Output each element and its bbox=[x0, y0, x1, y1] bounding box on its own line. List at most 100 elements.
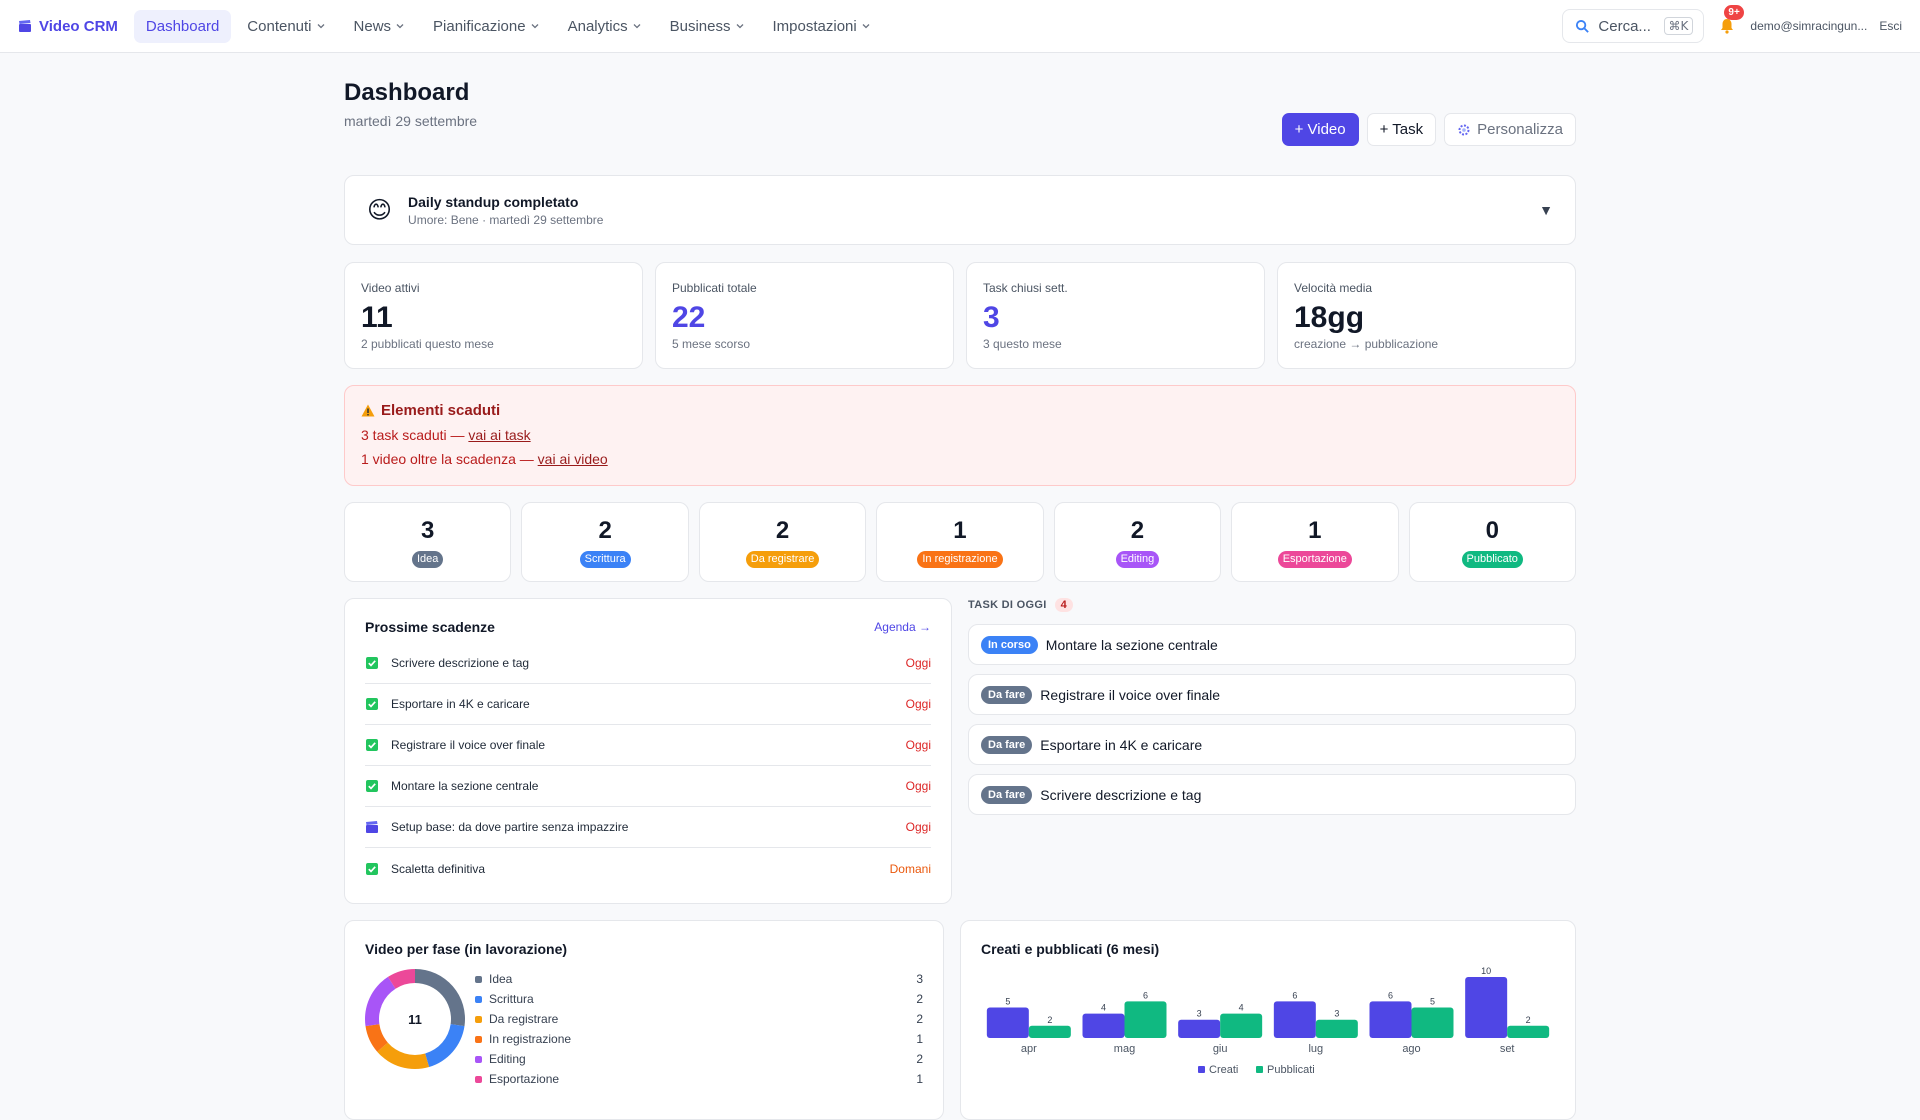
nav-item-pianificazione[interactable]: Pianificazione bbox=[421, 10, 552, 43]
bell-icon bbox=[1721, 19, 1734, 34]
bar-value-label: 6 bbox=[1388, 990, 1393, 1000]
warning-icon bbox=[361, 404, 375, 417]
phase-counter[interactable]: 1 Esportazione bbox=[1231, 502, 1399, 582]
bar-pubblicati bbox=[1124, 1001, 1167, 1038]
bar-pubblicati bbox=[1220, 1013, 1263, 1038]
deadline-due: Oggi bbox=[905, 820, 931, 834]
phase-counter[interactable]: 3 Idea bbox=[344, 502, 512, 582]
chevron-down-icon bbox=[317, 24, 324, 29]
agenda-link[interactable]: Agenda → bbox=[874, 620, 931, 634]
upcoming-deadlines-card: Prossime scadenze Agenda → Scrivere desc… bbox=[344, 598, 952, 904]
today-task-item[interactable]: Da fare Registrare il voice over finale bbox=[968, 674, 1576, 715]
phase-badge: Scrittura bbox=[579, 550, 631, 568]
go-to-videos-link[interactable]: vai ai video bbox=[537, 451, 608, 467]
deadline-item[interactable]: Setup base: da dove partire senza impazz… bbox=[365, 807, 931, 848]
alert-line-videos-text: 1 video oltre la scadenza — bbox=[361, 451, 538, 467]
bar-creati bbox=[1082, 1013, 1125, 1038]
standup-card[interactable]: 😊 Daily standup completato Umore: Bene ·… bbox=[344, 175, 1576, 245]
phase-count: 1 bbox=[1308, 516, 1322, 544]
today-task-item[interactable]: In corso Montare la sezione centrale bbox=[968, 624, 1576, 665]
nav-item-impostazioni[interactable]: Impostazioni bbox=[761, 10, 883, 43]
task-label: Montare la sezione centrale bbox=[1045, 636, 1218, 653]
task-status-badge: In corso bbox=[981, 635, 1038, 654]
legend-row: Idea 3 bbox=[475, 969, 923, 989]
legend-value: 2 bbox=[916, 1012, 923, 1026]
chevron-down-icon bbox=[736, 24, 743, 29]
nav-item-label: Business bbox=[669, 17, 731, 35]
phase-counter[interactable]: 1 In registrazione bbox=[876, 502, 1044, 582]
nav-item-analytics[interactable]: Analytics bbox=[556, 10, 654, 43]
legend-label: Scrittura bbox=[489, 992, 534, 1006]
nav-item-label: Pianificazione bbox=[433, 17, 526, 35]
phase-counter[interactable]: 2 Scrittura bbox=[521, 502, 689, 582]
logout-button[interactable]: Esci bbox=[1879, 19, 1902, 33]
legend-row: In registrazione 1 bbox=[475, 1029, 923, 1049]
today-task-item[interactable]: Da fare Esportare in 4K e caricare bbox=[968, 724, 1576, 765]
bar-value-label: 6 bbox=[1143, 990, 1148, 1000]
deadline-label: Scaletta definitiva bbox=[391, 861, 486, 876]
legend-swatch bbox=[475, 975, 482, 983]
nav-item-label: Analytics bbox=[567, 17, 628, 35]
x-tick-label: lug bbox=[1308, 1043, 1323, 1055]
clapper-icon bbox=[366, 821, 378, 833]
nav-item-dashboard[interactable]: Dashboard bbox=[133, 9, 232, 43]
bar-value-label: 4 bbox=[1101, 1003, 1106, 1013]
legend-label: Esportazione bbox=[489, 1072, 560, 1086]
alert-line-tasks: 3 task scaduti — vai ai task bbox=[361, 427, 1559, 443]
phase-counter[interactable]: 2 Da registrare bbox=[698, 502, 867, 582]
customize-button[interactable]: Personalizza bbox=[1444, 113, 1576, 146]
page-date: martedì 29 settembre bbox=[344, 113, 478, 129]
phase-count: 0 bbox=[1485, 516, 1499, 544]
search-button[interactable]: Cerca... ⌘K bbox=[1562, 9, 1705, 43]
nav-item-news[interactable]: News bbox=[342, 10, 418, 43]
legend-swatch bbox=[475, 1015, 482, 1023]
task-label: Esportare in 4K e caricare bbox=[1040, 736, 1203, 753]
standup-expand-toggle[interactable]: ▼ bbox=[1539, 202, 1553, 218]
brand-logo[interactable]: Video CRM bbox=[18, 18, 118, 35]
bar-value-label: 2 bbox=[1047, 1015, 1052, 1025]
kpi-subtitle: 5 mese scorso bbox=[672, 337, 751, 351]
phase-counter[interactable]: 2 Editing bbox=[1053, 502, 1222, 582]
today-task-item[interactable]: Da fare Scrivere descrizione e tag bbox=[968, 774, 1576, 815]
nav-item-contenuti[interactable]: Contenuti bbox=[235, 10, 337, 43]
bar-value-label: 2 bbox=[1526, 1015, 1531, 1025]
go-to-tasks-link[interactable]: vai ai task bbox=[468, 427, 531, 443]
deadlines-title: Prossime scadenze bbox=[365, 619, 495, 635]
new-task-button[interactable]: + Task bbox=[1366, 113, 1437, 146]
deadline-item[interactable]: Esportare in 4K e caricare Oggi bbox=[365, 684, 931, 725]
legend-swatch bbox=[475, 1075, 482, 1083]
user-email[interactable]: demo@simracingun... bbox=[1750, 19, 1868, 33]
kpi-card: Velocità media 18gg creazione → pubblicazi… bbox=[1277, 262, 1576, 369]
main-content: Dashboard martedì 29 settembre + Video +… bbox=[344, 53, 1576, 1120]
kpi-label: Task chiusi sett. bbox=[983, 281, 1068, 295]
bar-creati bbox=[986, 1007, 1029, 1038]
task-label: Scrivere descrizione e tag bbox=[1040, 786, 1202, 803]
x-tick-label: giu bbox=[1213, 1043, 1228, 1055]
alert-title: Elementi scaduti bbox=[381, 402, 501, 419]
new-video-button[interactable]: + Video bbox=[1281, 113, 1359, 146]
created-published-card: Creati e pubblicati (6 mesi) 5 2 apr 4 6 mag 3… bbox=[960, 920, 1576, 1120]
bar-pubblicati bbox=[1315, 1019, 1358, 1038]
deadline-item[interactable]: Scrivere descrizione e tag Oggi bbox=[365, 643, 931, 684]
deadline-item[interactable]: Registrare il voice over finale Oggi bbox=[365, 725, 931, 766]
legend-swatch bbox=[1256, 1066, 1263, 1073]
deadline-item[interactable]: Scaletta definitiva Domani bbox=[365, 848, 931, 889]
nav-item-label: Contenuti bbox=[247, 17, 312, 35]
donut-slice bbox=[365, 976, 396, 1027]
alert-line-videos: 1 video oltre la scadenza — vai ai video bbox=[361, 451, 1559, 467]
phase-badge: Editing bbox=[1115, 550, 1160, 568]
legend-swatch bbox=[475, 995, 482, 1003]
top-navbar: Video CRM Dashboard Contenuti News Pianific… bbox=[0, 0, 1920, 53]
deadline-label: Montare la sezione centrale bbox=[391, 779, 539, 793]
bar-creati bbox=[1178, 1019, 1221, 1038]
phase-donut-chart: 11 bbox=[365, 969, 465, 1069]
notifications-button[interactable]: 9+ bbox=[1716, 5, 1744, 37]
deadline-item[interactable]: Montare la sezione centrale Oggi bbox=[365, 766, 931, 807]
deadline-due: Oggi bbox=[905, 697, 931, 711]
kpi-row: Video attivi 11 2 pubblicati questo mese Pu… bbox=[344, 262, 1576, 369]
alert-line-tasks-text: 3 task scaduti — bbox=[361, 427, 469, 443]
nav-item-business[interactable]: Business bbox=[658, 10, 757, 43]
page-header: Dashboard martedì 29 settembre + Video +… bbox=[344, 79, 1576, 146]
phase-counter[interactable]: 0 Pubblicato bbox=[1408, 502, 1576, 582]
kpi-value: 3 bbox=[983, 301, 1000, 334]
